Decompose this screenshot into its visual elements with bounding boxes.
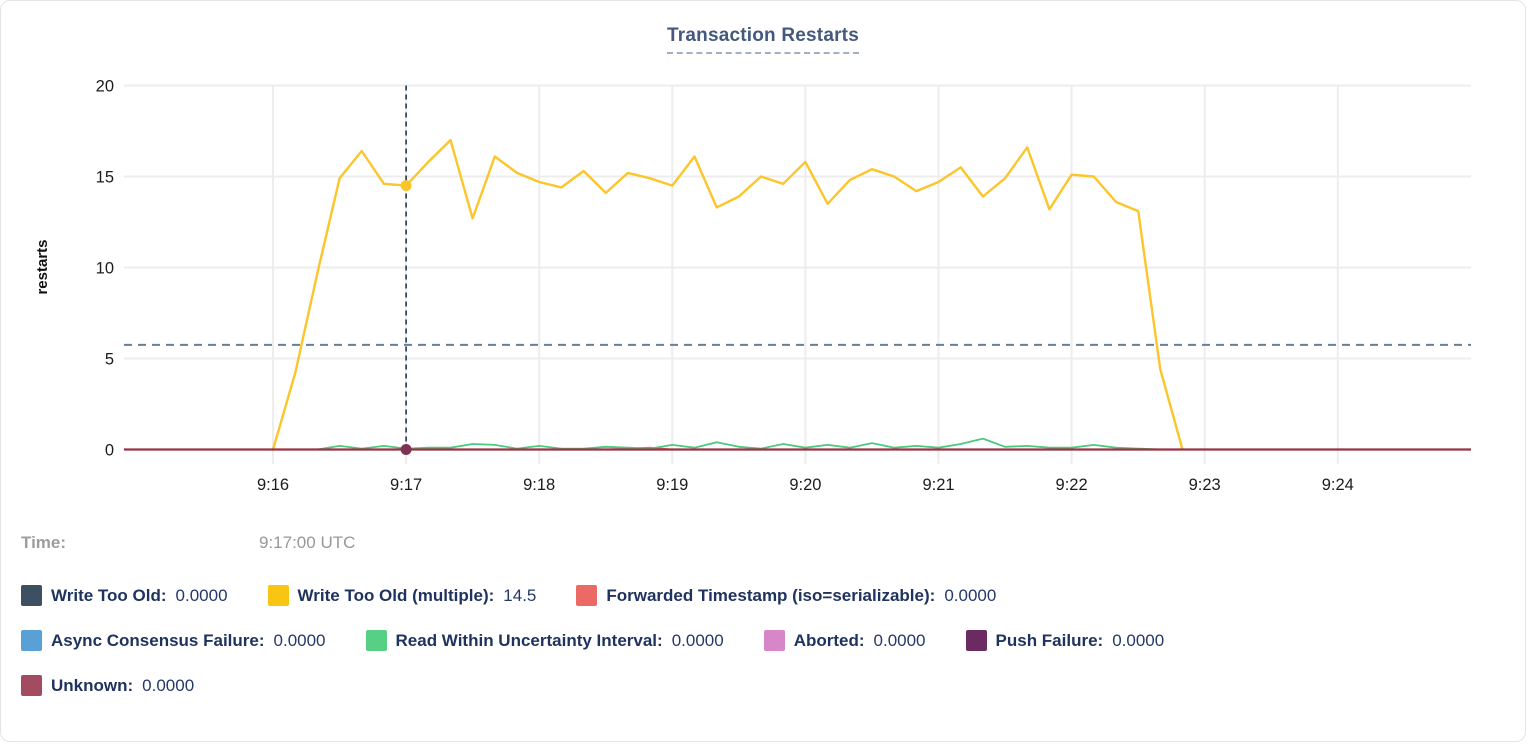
legend-label: Write Too Old (multiple): [297, 585, 495, 605]
legend: Write Too Old: 0.0000 Write Too Old (mul… [21, 583, 1525, 698]
legend-label: Read Within Uncertainty Interval: [395, 630, 663, 650]
legend-item-write-too-old: Write Too Old: 0.0000 [21, 585, 228, 606]
legend-label: Write Too Old: [51, 585, 167, 605]
async-consensus-failure-swatch [21, 630, 42, 651]
push-failure-swatch [965, 630, 987, 651]
chart-canvas[interactable]: 0 5 10 15 20 9:16 9:17 9:18 9:19 9:20 9:21 9:22 9:23… [1, 1, 1526, 509]
read-within-uncertainty-swatch [365, 630, 387, 651]
y-tick-label: 15 [96, 169, 114, 187]
series-line [273, 437, 1183, 451]
x-tick-label: 9:16 [257, 476, 289, 494]
legend-item-read-within-uncertainty: Read Within Uncertainty Interval: 0.0000 [365, 630, 724, 651]
transaction-restarts-chart[interactable]: 0 5 10 15 20 9:16 9:17 9:18 9:19 9:20 9:21 9:22 9:23… [1, 1, 1525, 509]
legend-row-2: Async Consensus Failure: 0.0000 Read Wit… [21, 628, 1525, 653]
legend-value: 0.0000 [873, 630, 926, 650]
unknown-swatch [21, 675, 42, 696]
x-tick-label: 9:24 [1322, 476, 1354, 494]
legend-row-3: Unknown: 0.0000 [21, 673, 1525, 698]
x-tick-label: 9:19 [656, 476, 688, 494]
legend-value: 0.0000 [273, 630, 326, 650]
legend-label: Unknown: [51, 675, 134, 695]
legend-value: 0.0000 [671, 630, 724, 650]
legend-row-1: Write Too Old: 0.0000 Write Too Old (mul… [21, 583, 1525, 608]
crosshair-dot [400, 444, 412, 455]
x-tick-label: 9:23 [1189, 476, 1221, 494]
tooltip-time-row: Time: 9:17:00 UTC [21, 533, 1525, 553]
write-too-old-multiple-swatch [267, 585, 289, 606]
y-axis-label: restarts [34, 239, 51, 294]
legend-value: 0.0000 [175, 585, 228, 605]
y-tick-label: 20 [96, 78, 114, 96]
y-tick-label: 0 [105, 442, 114, 460]
legend-label: Push Failure: [995, 630, 1104, 650]
legend-label: Forwarded Timestamp (iso=serializable): [606, 585, 936, 605]
crosshair-dot [400, 180, 412, 192]
legend-item-push-failure: Push Failure: 0.0000 [965, 630, 1165, 651]
legend-item-aborted: Aborted: 0.0000 [763, 630, 926, 651]
legend-item-async-consensus-failure: Async Consensus Failure: 0.0000 [21, 630, 326, 651]
x-tick-label: 9:21 [922, 476, 954, 494]
y-tick-label: 10 [96, 260, 114, 278]
tooltip-time-value: 9:17:00 UTC [259, 533, 356, 552]
x-tick-label: 9:18 [523, 476, 555, 494]
legend-value: 14.5 [503, 585, 537, 605]
legend-value: 0.0000 [1112, 630, 1165, 650]
x-tick-label: 9:17 [390, 476, 422, 494]
legend-item-forwarded-timestamp: Forwarded Timestamp (iso=serializable): … [576, 585, 996, 606]
tooltip-time-label: Time: [21, 533, 67, 552]
write-too-old-swatch [21, 585, 42, 606]
y-tick-label: 5 [105, 351, 114, 369]
legend-value: 0.0000 [142, 675, 195, 695]
legend-label: Async Consensus Failure: [51, 630, 265, 650]
x-tick-label: 9:22 [1056, 476, 1088, 494]
legend-label: Aborted: [793, 630, 865, 650]
legend-item-unknown: Unknown: 0.0000 [21, 675, 194, 696]
aborted-swatch [763, 630, 785, 651]
legend-value: 0.0000 [944, 585, 997, 605]
chart-title[interactable]: Transaction Restarts [667, 25, 859, 54]
x-tick-label: 9:20 [789, 476, 821, 494]
legend-item-write-too-old-multiple: Write Too Old (multiple): 14.5 [267, 585, 537, 606]
series-line [271, 138, 1184, 450]
forwarded-timestamp-swatch [576, 585, 598, 606]
